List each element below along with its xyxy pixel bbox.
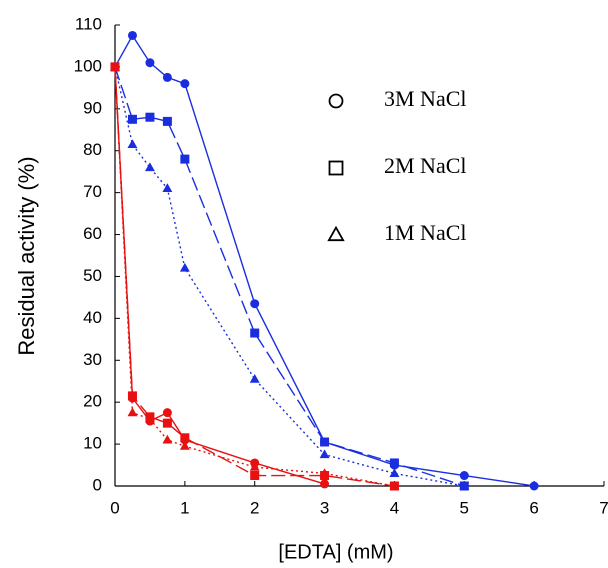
marker — [319, 449, 330, 459]
marker — [249, 373, 260, 383]
marker — [180, 79, 190, 89]
x-tick-label: 1 — [180, 498, 189, 517]
y-tick-label: 50 — [83, 266, 102, 285]
y-tick-label: 0 — [93, 475, 102, 494]
series-line — [114, 66, 465, 487]
y-tick-label: 110 — [75, 14, 102, 33]
y-tick-label: 100 — [74, 56, 102, 75]
x-tick-label: 7 — [599, 498, 608, 517]
marker — [110, 61, 120, 71]
y-tick-label: 10 — [83, 434, 102, 453]
marker — [389, 458, 399, 468]
marker — [389, 468, 400, 478]
marker — [320, 479, 330, 489]
marker — [320, 437, 330, 447]
y-tick-label: 30 — [83, 350, 102, 369]
x-tick-label: 6 — [529, 498, 538, 517]
legend-label: 1M NaCl — [384, 220, 467, 245]
legend-marker — [328, 160, 344, 176]
y-tick-label: 90 — [83, 98, 102, 117]
x-tick-label: 5 — [460, 498, 469, 517]
x-tick-label: 2 — [250, 498, 259, 517]
y-tick-label: 80 — [83, 140, 102, 159]
y-tick-label: 70 — [83, 182, 102, 201]
x-tick-label: 0 — [110, 498, 119, 517]
marker — [162, 72, 172, 82]
marker — [250, 299, 260, 309]
marker — [249, 461, 260, 471]
marker — [162, 116, 172, 126]
x-tick-label: 4 — [390, 498, 399, 517]
marker — [127, 391, 137, 401]
marker — [529, 481, 539, 491]
marker — [179, 441, 190, 450]
marker — [127, 30, 137, 40]
marker — [144, 162, 155, 172]
y-tick-label: 20 — [83, 392, 102, 411]
marker — [389, 480, 400, 490]
series-line — [114, 66, 395, 487]
marker — [162, 183, 173, 193]
marker — [180, 433, 190, 443]
marker — [145, 58, 155, 68]
legend-marker — [328, 93, 344, 109]
marker — [127, 114, 137, 124]
y-tick-label: 40 — [83, 308, 102, 327]
marker — [162, 434, 173, 444]
legend-label: 3M NaCl — [384, 86, 467, 111]
marker — [250, 471, 260, 481]
y-tick-label: 60 — [83, 224, 102, 243]
marker — [127, 139, 138, 149]
marker — [145, 112, 155, 122]
marker — [180, 154, 190, 164]
marker — [459, 480, 470, 490]
marker — [127, 407, 138, 417]
marker — [162, 408, 172, 418]
legend-marker — [327, 225, 345, 242]
series-line — [114, 66, 395, 487]
legend-label: 2M NaCl — [384, 153, 467, 178]
x-axis-label: [EDTA] (mM) — [278, 541, 393, 563]
series-line — [114, 34, 535, 487]
marker — [162, 418, 172, 428]
marker — [179, 262, 190, 272]
marker — [144, 413, 155, 423]
x-tick-label: 3 — [320, 498, 329, 517]
marker — [319, 468, 330, 478]
marker — [459, 471, 469, 481]
marker — [250, 328, 260, 338]
y-axis-label: Residual activity (%) — [14, 156, 39, 355]
